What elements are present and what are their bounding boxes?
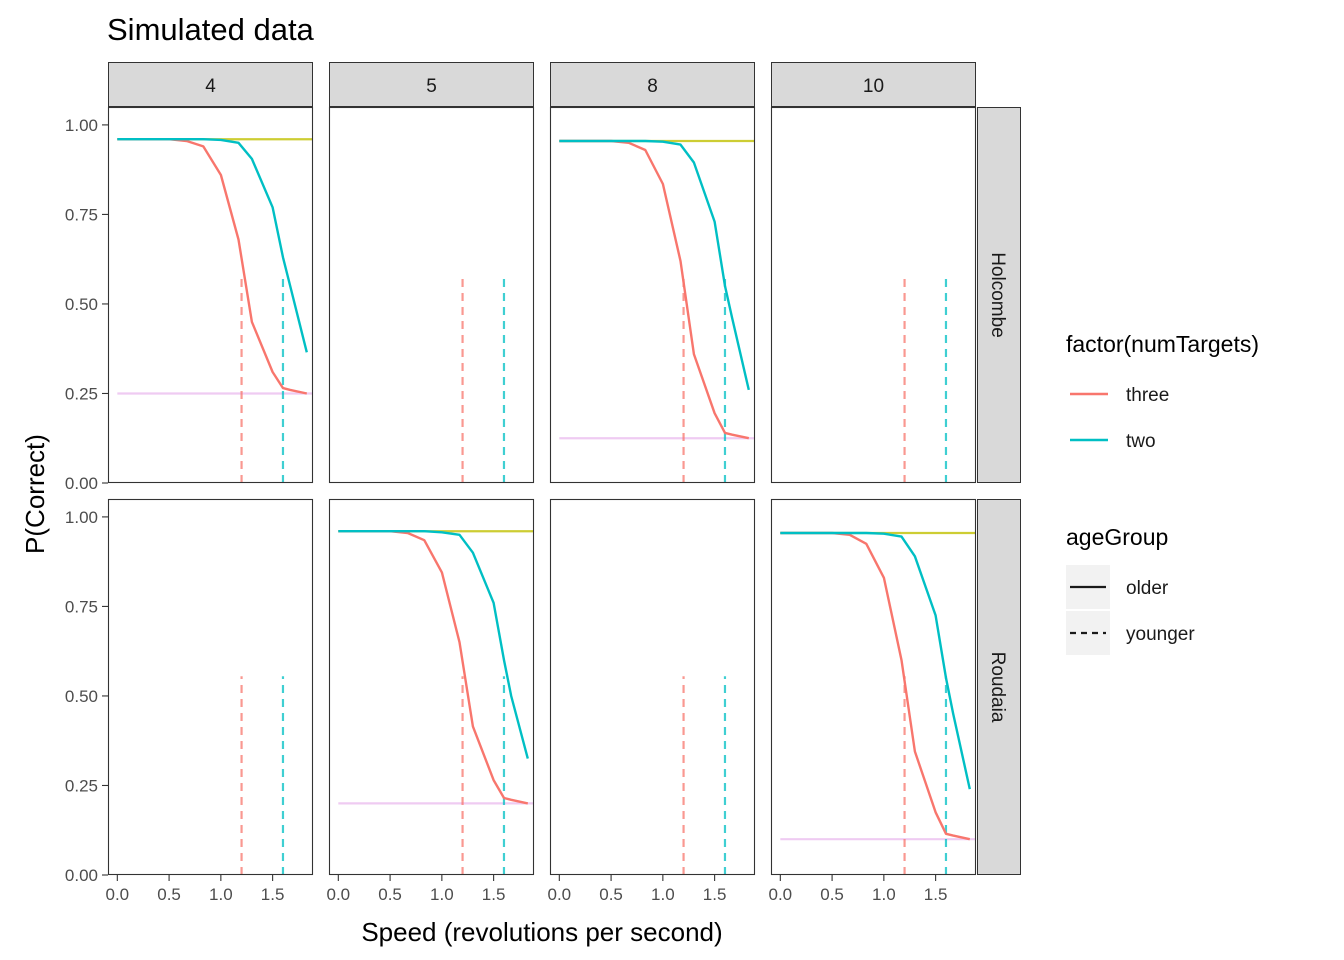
panel-holcombe-5 — [328, 106, 535, 484]
x-tick-label: 0.5 — [599, 885, 623, 904]
x-tick-label: 1.5 — [924, 885, 948, 904]
panel-border — [549, 106, 756, 484]
panel-roudaia-10 — [770, 498, 977, 876]
y-tick-label: 1.00 — [65, 116, 98, 135]
panel-background — [329, 107, 534, 483]
row-strip-label: Holcombe — [987, 252, 1008, 338]
row-strip-label: Roudaia — [987, 652, 1008, 723]
y-tick-label: 0.25 — [65, 776, 98, 795]
legend-label-two: two — [1126, 431, 1156, 452]
x-tick-label: 1.5 — [482, 885, 506, 904]
panel-plot-area — [117, 137, 313, 483]
legend-title-agegroup: ageGroup — [1066, 524, 1168, 550]
panel-border — [549, 498, 756, 876]
x-tick-label: 1.5 — [703, 885, 727, 904]
x-tick-label: 0.0 — [547, 885, 571, 904]
panel-roudaia-8 — [549, 498, 756, 876]
panel-plot-area — [338, 530, 534, 875]
y-tick-label: 1.00 — [65, 508, 98, 527]
x-axis-label: Speed (revolutions per second) — [361, 917, 722, 947]
panel-border — [770, 498, 977, 876]
panel-border — [107, 106, 314, 484]
panel-plot-area — [559, 139, 755, 483]
panel-holcombe-10 — [770, 106, 977, 484]
y-tick-label: 0.25 — [65, 384, 98, 403]
y-tick-label: 0.50 — [65, 687, 98, 706]
column-strip — [550, 62, 755, 107]
panel-plot-area — [461, 275, 506, 483]
y-tick-label: 0.00 — [65, 474, 98, 493]
legend-title-numtargets: factor(numTargets) — [1066, 331, 1259, 357]
x-tick-label: 1.0 — [209, 885, 233, 904]
legend-layer: factor(numTargets) three two ageGroup older y… — [1066, 331, 1259, 655]
y-tick-label: 0.75 — [65, 597, 98, 616]
legend-label-three: three — [1126, 385, 1169, 406]
panel-background — [550, 499, 755, 875]
panel-border — [770, 106, 977, 484]
panel-plot-area — [903, 275, 948, 483]
x-tick-label: 0.5 — [820, 885, 844, 904]
y-axis-label: P(Correct) — [20, 434, 50, 554]
y-tick-label: 0.75 — [65, 205, 98, 224]
row-strip — [977, 107, 1021, 483]
column-strip-label: 8 — [647, 76, 658, 97]
x-tick-label: 0.0 — [326, 885, 350, 904]
x-tick-label: 0.0 — [768, 885, 792, 904]
x-tick-label: 1.0 — [651, 885, 675, 904]
column-strip-label: 4 — [205, 76, 216, 97]
x-tick-label: 1.0 — [872, 885, 896, 904]
panel-background — [771, 499, 976, 875]
series-line-two — [780, 531, 971, 790]
panel-background — [108, 107, 313, 483]
x-tick-label: 0.0 — [105, 885, 129, 904]
series-line-two — [117, 137, 308, 353]
column-strip — [108, 62, 313, 107]
x-tick-label: 0.5 — [157, 885, 181, 904]
legend-label-younger: younger — [1126, 624, 1195, 645]
panel-plot-area — [240, 676, 285, 875]
panel-background — [771, 107, 976, 483]
panel-background — [329, 499, 534, 875]
column-strip-label: 10 — [863, 76, 884, 97]
x-tick-label: 1.0 — [430, 885, 454, 904]
series-line-two — [559, 139, 750, 391]
panel-roudaia-4 — [107, 498, 314, 876]
panel-plot-area — [682, 676, 727, 875]
panel-holcombe-4 — [107, 106, 314, 484]
y-tick-label: 0.00 — [65, 866, 98, 885]
y-tick-label: 0.50 — [65, 295, 98, 314]
panel-border — [328, 498, 535, 876]
panel-background — [550, 107, 755, 483]
panel-roudaia-5 — [328, 498, 535, 876]
panel-border — [107, 498, 314, 876]
column-strip — [771, 62, 976, 107]
row-strip — [977, 499, 1021, 875]
panel-holcombe-8 — [549, 106, 756, 484]
axes-layer: 0.000.250.500.751.000.000.250.500.751.00… — [65, 116, 948, 904]
x-tick-label: 0.5 — [378, 885, 402, 904]
series-line-two — [338, 530, 529, 759]
column-strip-label: 5 — [426, 76, 437, 97]
panel-plot-area — [780, 531, 976, 875]
x-tick-label: 1.5 — [261, 885, 285, 904]
panels-layer: 4 5 8 10 Holcombe Roudaia — [107, 62, 1021, 876]
column-strip — [329, 62, 534, 107]
legend-label-older: older — [1126, 578, 1169, 599]
chart-title: Simulated data — [107, 12, 315, 47]
panel-background — [108, 499, 313, 875]
panel-border — [328, 106, 535, 484]
